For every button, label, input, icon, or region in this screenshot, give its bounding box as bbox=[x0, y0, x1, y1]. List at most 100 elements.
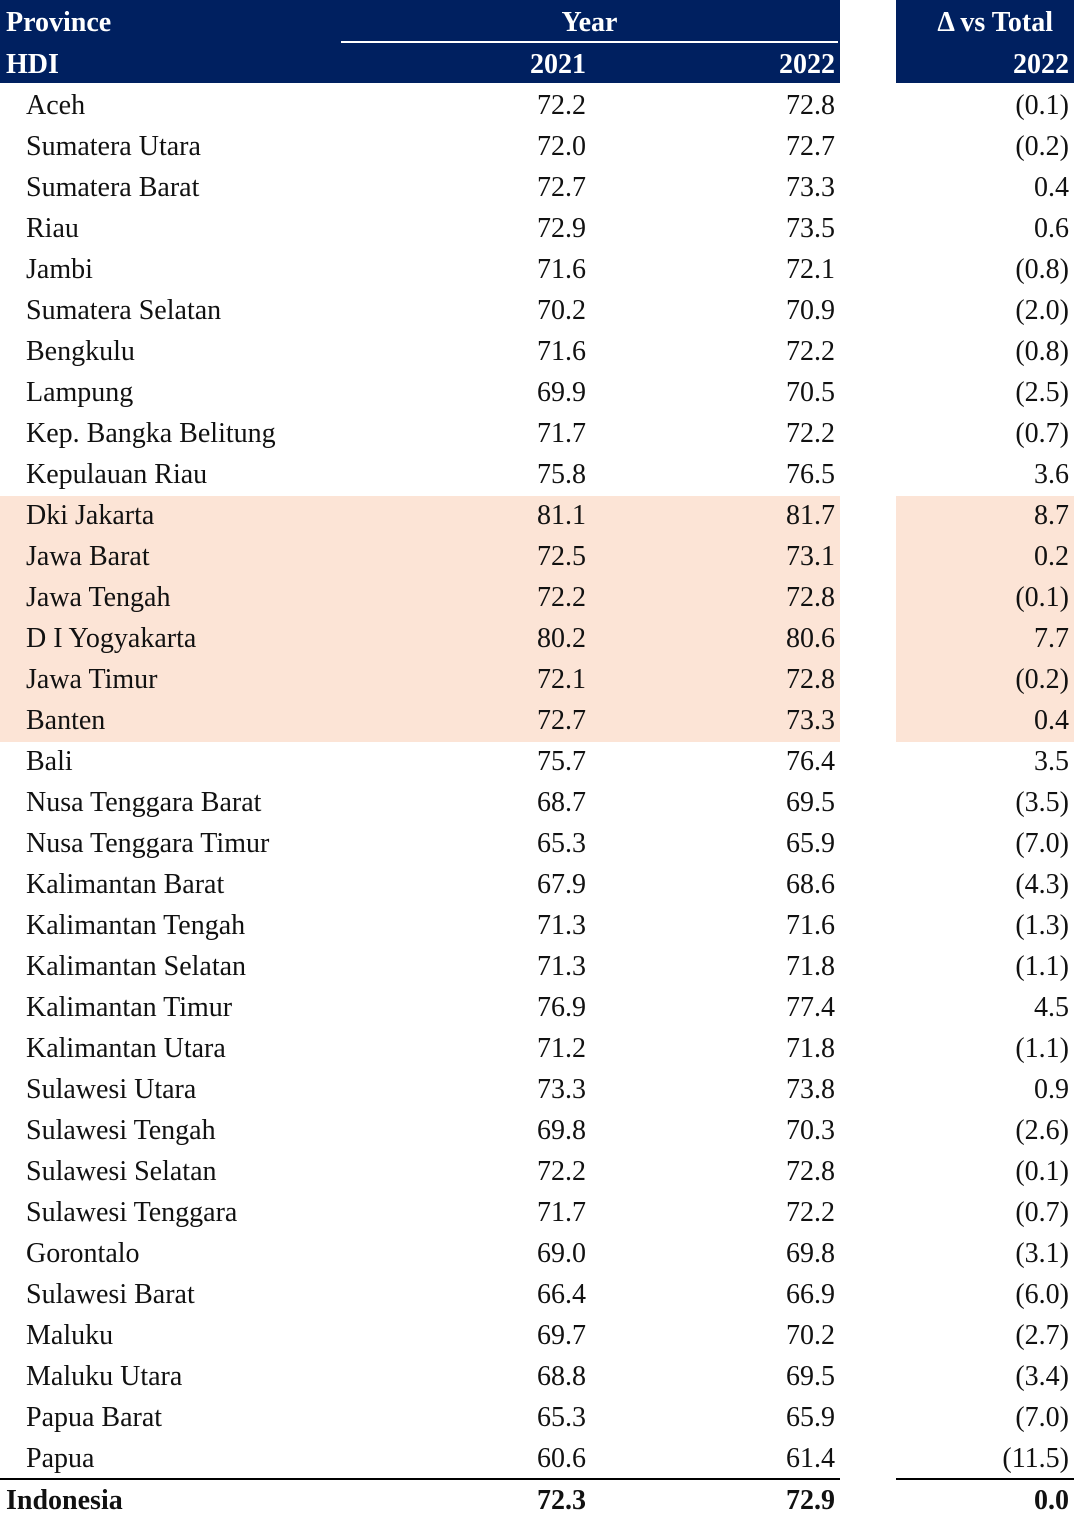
province-name: Maluku bbox=[26, 1320, 114, 1351]
delta-vs-total: (2.0) bbox=[1015, 295, 1069, 326]
delta-vs-total: 0.9 bbox=[1034, 1074, 1069, 1105]
delta-vs-total: (3.1) bbox=[1015, 1238, 1069, 1269]
hdi-2022: 72.8 bbox=[786, 90, 835, 121]
row-highlight bbox=[0, 619, 840, 660]
hdi-2021: 75.7 bbox=[537, 746, 586, 777]
hdi-2022: 66.9 bbox=[786, 1279, 835, 1310]
hdi-2022: 72.1 bbox=[786, 254, 835, 285]
row-highlight bbox=[896, 619, 1074, 660]
hdi-2022: 69.8 bbox=[786, 1238, 835, 1269]
row-highlight bbox=[0, 496, 840, 537]
hdi-2022: 71.6 bbox=[786, 910, 835, 941]
total-rule bbox=[896, 1478, 1074, 1480]
hdi-2021: 60.6 bbox=[537, 1443, 586, 1474]
hdi-2021: 73.3 bbox=[537, 1074, 586, 1105]
hdi-label: HDI bbox=[6, 49, 59, 80]
delta-vs-total: 0.0 bbox=[1034, 1485, 1069, 1516]
province-name: Jawa Barat bbox=[26, 541, 150, 572]
province-name: Jambi bbox=[26, 254, 93, 285]
province-name: Kepulauan Riau bbox=[26, 459, 208, 490]
hdi-2021: 71.7 bbox=[537, 418, 586, 449]
row-highlight bbox=[0, 701, 840, 742]
province-name: Sulawesi Utara bbox=[26, 1074, 197, 1105]
hdi-2021: 70.2 bbox=[537, 295, 586, 326]
hdi-2022: 73.8 bbox=[786, 1074, 835, 1105]
delta-vs-total: (0.2) bbox=[1015, 664, 1069, 695]
delta-vs-total: 0.2 bbox=[1034, 541, 1069, 572]
delta-vs-total: 8.7 bbox=[1034, 500, 1069, 531]
province-name: Kep. Bangka Belitung bbox=[26, 418, 276, 449]
hdi-2021: 67.9 bbox=[537, 869, 586, 900]
hdi-2022: 72.7 bbox=[786, 131, 835, 162]
hdi-2021: 69.0 bbox=[537, 1238, 586, 1269]
province-name: Kalimantan Timur bbox=[26, 992, 233, 1023]
province-name: D I Yogyakarta bbox=[26, 623, 197, 654]
row-highlight bbox=[896, 660, 1074, 701]
province-name: Sumatera Utara bbox=[26, 131, 201, 162]
hdi-2021: 72.7 bbox=[537, 705, 586, 736]
province-name: Kalimantan Tengah bbox=[26, 910, 246, 941]
hdi-2022: 65.9 bbox=[786, 1402, 835, 1433]
hdi-2021: 66.4 bbox=[537, 1279, 586, 1310]
province-name: Papua bbox=[26, 1443, 95, 1474]
province-name: Bali bbox=[26, 746, 73, 777]
province-name: Jawa Timur bbox=[26, 664, 158, 695]
hdi-2022: 76.4 bbox=[786, 746, 835, 777]
province-header: Province bbox=[6, 7, 112, 38]
delta-vs-total: (1.3) bbox=[1015, 910, 1069, 941]
delta-vs-total: (0.1) bbox=[1015, 582, 1069, 613]
hdi-2021: 68.7 bbox=[537, 787, 586, 818]
row-highlight bbox=[896, 496, 1074, 537]
hdi-2022: 73.3 bbox=[786, 705, 835, 736]
delta-vs-total: 4.5 bbox=[1034, 992, 1069, 1023]
hdi-2021: 72.7 bbox=[537, 172, 586, 203]
province-name: Banten bbox=[26, 705, 106, 736]
hdi-2021: 80.2 bbox=[537, 623, 586, 654]
delta-vs-total: (1.1) bbox=[1015, 1033, 1069, 1064]
delta-year-header: 2022 bbox=[1013, 49, 1069, 80]
hdi-2022: 73.3 bbox=[786, 172, 835, 203]
delta-vs-total: (11.5) bbox=[1002, 1443, 1069, 1474]
province-name: Kalimantan Selatan bbox=[26, 951, 247, 982]
delta-vs-total: (6.0) bbox=[1015, 1279, 1069, 1310]
province-name: Sulawesi Tengah bbox=[26, 1115, 216, 1146]
hdi-2022: 76.5 bbox=[786, 459, 835, 490]
year-header: 2021 bbox=[530, 49, 586, 80]
hdi-2021: 72.5 bbox=[537, 541, 586, 572]
hdi-2021: 81.1 bbox=[537, 500, 586, 531]
hdi-2022: 72.2 bbox=[786, 336, 835, 367]
hdi-2022: 81.7 bbox=[786, 500, 835, 531]
delta-vs-total: (2.6) bbox=[1015, 1115, 1069, 1146]
hdi-2022: 61.4 bbox=[786, 1443, 835, 1474]
province-name: Sumatera Selatan bbox=[26, 295, 222, 326]
delta-vs-total: (0.7) bbox=[1015, 418, 1069, 449]
hdi-2022: 73.5 bbox=[786, 213, 835, 244]
hdi-2022: 80.6 bbox=[786, 623, 835, 654]
province-name: Sumatera Barat bbox=[26, 172, 200, 203]
hdi-2021: 71.3 bbox=[537, 951, 586, 982]
year-header: 2022 bbox=[779, 49, 835, 80]
delta-vs-total: (7.0) bbox=[1015, 1402, 1069, 1433]
hdi-2022: 70.5 bbox=[786, 377, 835, 408]
province-name: Sulawesi Tenggara bbox=[26, 1197, 238, 1228]
header-background bbox=[896, 0, 1074, 83]
delta-vs-total: (3.5) bbox=[1015, 787, 1069, 818]
delta-vs-total: 0.4 bbox=[1034, 172, 1069, 203]
province-name: Maluku Utara bbox=[26, 1361, 183, 1392]
row-highlight bbox=[896, 537, 1074, 578]
delta-vs-total: (2.7) bbox=[1015, 1320, 1069, 1351]
hdi-2021: 72.2 bbox=[537, 582, 586, 613]
delta-vs-total: (0.1) bbox=[1015, 90, 1069, 121]
row-highlight bbox=[0, 578, 840, 619]
province-name: Papua Barat bbox=[26, 1402, 163, 1433]
delta-vs-total: 3.6 bbox=[1034, 459, 1069, 490]
hdi-2021: 69.8 bbox=[537, 1115, 586, 1146]
row-highlight bbox=[0, 660, 840, 701]
hdi-2022: 72.9 bbox=[786, 1485, 835, 1516]
hdi-2021: 71.6 bbox=[537, 336, 586, 367]
delta-vs-total: (3.4) bbox=[1015, 1361, 1069, 1392]
header-rule bbox=[341, 41, 838, 43]
province-name: Aceh bbox=[26, 90, 86, 121]
hdi-2022: 70.9 bbox=[786, 295, 835, 326]
